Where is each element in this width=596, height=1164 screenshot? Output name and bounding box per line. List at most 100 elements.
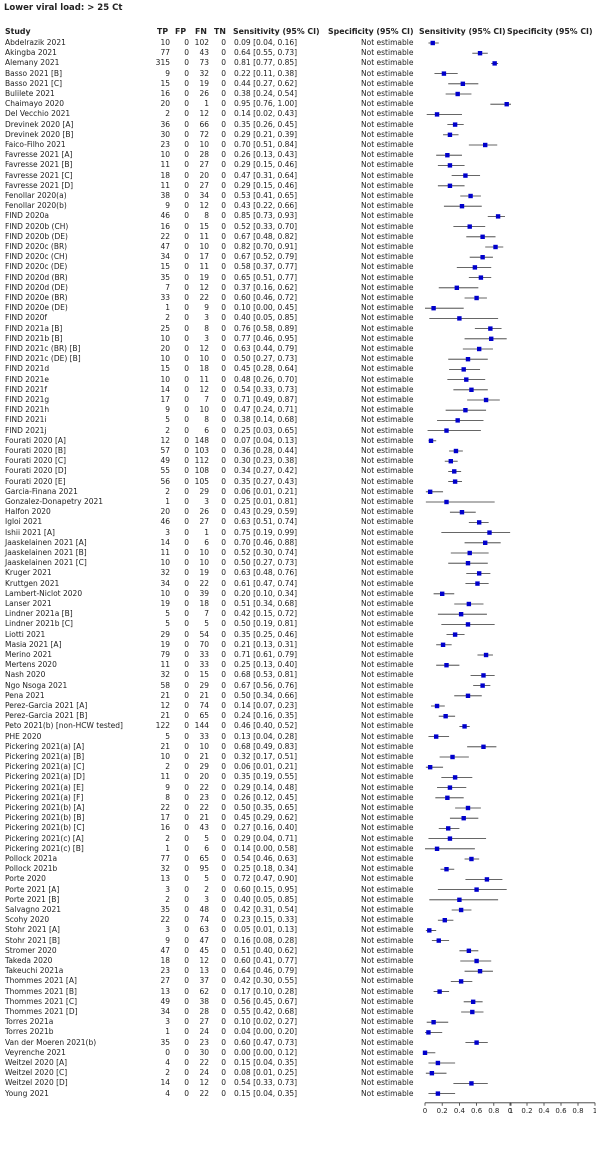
tp-cell: 10: [160, 150, 170, 160]
sensitivity-ci-cell: 0.30 [0.23, 0.38]: [234, 456, 298, 466]
specificity-cell: Not estimable: [361, 966, 414, 976]
fp-cell: 0: [184, 150, 189, 160]
point-estimate-square: [448, 459, 453, 464]
point-estimate-square: [465, 805, 471, 811]
table-row: FIND 2021h 9 0 10 0 0.47 [0.24, 0.71] Not esti…: [0, 405, 596, 415]
point-estimate-square: [444, 867, 449, 872]
table-row: Masia 2021 [A] 19 0 70 0 0.21 [0.13, 0.31] Not…: [0, 640, 596, 650]
tp-cell: 22: [160, 803, 170, 812]
sensitivity-ci-cell: 0.32 [0.17, 0.51]: [234, 752, 298, 761]
study-name: Scohy 2020: [5, 915, 50, 925]
sensitivity-ci-cell: 0.54 [0.33, 0.73]: [234, 384, 298, 394]
fn-cell: 54: [199, 629, 209, 639]
fp-cell: 0: [184, 303, 189, 313]
sensitivity-tick-label: 0: [423, 1107, 427, 1115]
point-estimate-square: [475, 581, 480, 586]
sensitivity-ci-cell: 0.34 [0.27, 0.42]: [234, 466, 298, 476]
fp-cell: 0: [184, 966, 189, 976]
table-row: Thommes 2021 [B] 13 0 62 0 0.17 [0.10, 0.28] N…: [0, 987, 596, 997]
study-name: FIND 2020d (DE): [5, 282, 68, 292]
sensitivity-ci-cell: 0.44 [0.27, 0.62]: [234, 78, 298, 88]
sensitivity-ci-cell: 0.14 [0.00, 0.58]: [234, 843, 298, 853]
fn-cell: 12: [199, 956, 209, 965]
tn-cell: 0: [221, 48, 226, 58]
tn-cell: 0: [221, 486, 226, 496]
fn-cell: 22: [199, 1088, 209, 1098]
sensitivity-ci-cell: 0.70 [0.51, 0.84]: [234, 140, 298, 149]
fp-cell: 0: [184, 344, 189, 353]
fn-cell: 38: [199, 996, 209, 1006]
tn-cell: 0: [221, 191, 226, 200]
fn-cell: 73: [199, 58, 209, 68]
table-row: Van der Moeren 2021(b) 35 0 23 0 0.60 [0.47, …: [0, 1038, 596, 1048]
fp-cell: 0: [184, 823, 189, 833]
tn-cell: 0: [221, 629, 226, 639]
fp-cell: 0: [184, 752, 189, 761]
sensitivity-ci-cell: 0.51 [0.40, 0.62]: [234, 945, 298, 955]
fn-cell: 19: [199, 568, 209, 578]
tp-cell: 77: [160, 48, 170, 58]
point-estimate-square: [462, 724, 467, 729]
study-name: FIND 2021f: [5, 384, 48, 394]
sensitivity-ci-cell: 0.15 [0.04, 0.35]: [234, 1088, 298, 1098]
study-name: FIND 2021a [B]: [5, 323, 63, 333]
tn-cell: 0: [221, 1088, 226, 1098]
tn-cell: 0: [221, 58, 226, 68]
tn-cell: 0: [221, 293, 226, 302]
specificity-cell: Not estimable: [361, 119, 414, 129]
tn-cell: 0: [221, 180, 226, 190]
fn-cell: 27: [199, 517, 209, 527]
specificity-cell: Not estimable: [361, 905, 414, 914]
fp-cell: 0: [184, 874, 189, 884]
sensitivity-ci-cell: 0.60 [0.47, 0.73]: [234, 1037, 298, 1047]
sensitivity-ci-cell: 0.25 [0.18, 0.34]: [234, 864, 298, 874]
header-specificity-plot: Specificity (95% CI): [507, 27, 593, 36]
sensitivity-tick-label: 0.8: [488, 1107, 499, 1115]
fp-cell: 0: [184, 129, 189, 139]
sensitivity-ci-cell: 0.25 [0.03, 0.65]: [234, 425, 298, 435]
specificity-cell: Not estimable: [361, 507, 414, 517]
study-name: Nash 2020: [5, 670, 46, 680]
fn-cell: 7: [204, 609, 209, 619]
tn-cell: 0: [221, 599, 226, 608]
table-row: Faico-Filho 2021 23 0 10 0 0.70 [0.51, 0.84] N…: [0, 140, 596, 150]
table-row: Drevinek 2020 [A] 36 0 66 0 0.35 [0.26, 0.45]…: [0, 120, 596, 130]
point-estimate-square: [431, 1020, 436, 1025]
tp-cell: 5: [165, 731, 170, 741]
table-row: Pickering 2021(a) [F] 8 0 23 0 0.26 [0.12, 0.…: [0, 793, 596, 803]
sensitivity-ci-cell: 0.38 [0.24, 0.54]: [234, 89, 298, 98]
fn-cell: 26: [199, 89, 209, 98]
specificity-cell: Not estimable: [361, 986, 414, 996]
tn-cell: 0: [221, 323, 226, 333]
specificity-cell: Not estimable: [361, 629, 414, 639]
tp-cell: 20: [160, 507, 170, 517]
sensitivity-ci-cell: 0.67 [0.56, 0.76]: [234, 680, 298, 690]
tp-cell: 17: [160, 395, 170, 404]
fp-cell: 0: [184, 588, 189, 598]
tn-cell: 0: [221, 140, 226, 149]
fp-cell: 0: [184, 976, 189, 986]
sensitivity-ci-cell: 0.08 [0.01, 0.25]: [234, 1068, 298, 1078]
sensitivity-ci-cell: 0.63 [0.48, 0.76]: [234, 568, 298, 578]
specificity-cell: Not estimable: [361, 242, 414, 251]
point-estimate-square: [493, 244, 498, 250]
sensitivity-ci-cell: 0.45 [0.29, 0.62]: [234, 813, 298, 823]
specificity-tick-label: 0.8: [572, 1107, 583, 1115]
tn-cell: 0: [221, 680, 226, 690]
tp-cell: 2: [165, 425, 170, 435]
tn-cell: 0: [221, 1037, 226, 1047]
fp-cell: 0: [184, 466, 189, 476]
fn-cell: 12: [199, 109, 209, 119]
fp-cell: 0: [184, 629, 189, 639]
header-sensitivity-plot: Sensitivity (95% CI): [419, 27, 506, 36]
fp-cell: 0: [184, 252, 189, 262]
tp-cell: 2: [165, 313, 170, 323]
specificity-cell: Not estimable: [361, 1088, 414, 1098]
specificity-cell: Not estimable: [361, 1058, 414, 1067]
fp-cell: 0: [184, 558, 189, 568]
table-row: Stohr 2021 [B] 9 0 47 0 0.16 [0.08, 0.28] Not …: [0, 936, 596, 946]
fp-cell: 0: [184, 435, 189, 445]
point-estimate-square: [454, 285, 460, 290]
fp-cell: 0: [184, 854, 189, 863]
fn-cell: 108: [194, 466, 209, 476]
